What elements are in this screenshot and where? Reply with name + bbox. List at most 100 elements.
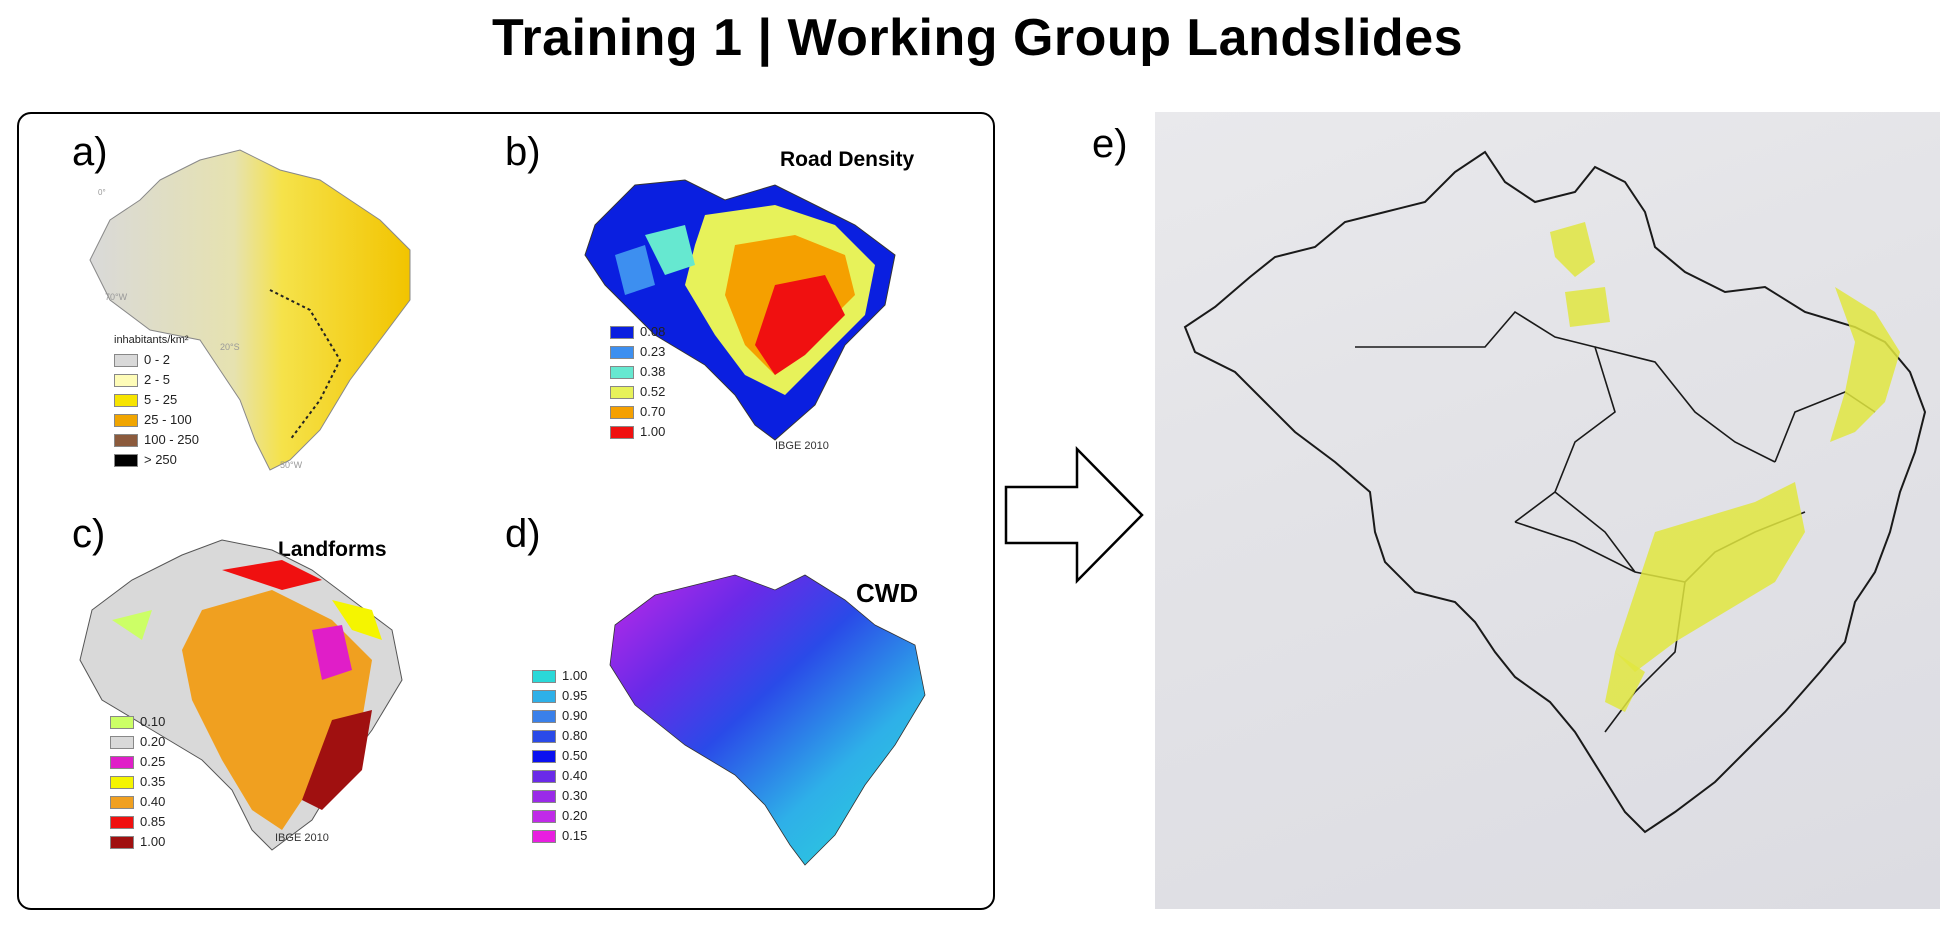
legend-label: 25 - 100 [144, 412, 192, 427]
legend-row: 0.30 [532, 786, 587, 806]
legend-row: 2 - 5 [114, 370, 199, 390]
panel-a-letter: a) [72, 130, 108, 174]
legend-swatch [110, 835, 134, 849]
legend-swatch [610, 405, 634, 419]
legend-label: 0.25 [140, 754, 166, 769]
legend-swatch [114, 393, 138, 407]
legend-swatch [610, 365, 634, 379]
legend-swatch [110, 815, 134, 829]
cwd-legend: 1.00 0.95 0.90 0.80 0.50 0.40 0.30 0.20 … [532, 666, 587, 846]
legend-label: 0.40 [562, 768, 588, 783]
landforms-title: Landforms [278, 538, 387, 561]
right-arrow-icon [1004, 445, 1144, 585]
panel-d-letter: d) [505, 512, 541, 556]
legend-label: 2 - 5 [144, 372, 171, 387]
legend-label: 0.70 [640, 404, 666, 419]
legend-label: 0.85 [140, 814, 166, 829]
legend-row: 0.10 [110, 712, 165, 732]
legend-row: 0.90 [532, 706, 587, 726]
landslide-susceptibility-photo [1155, 112, 1940, 909]
legend-label: 5 - 25 [144, 392, 178, 407]
legend-row: 0.15 [532, 826, 587, 846]
legend-row: 0.20 [110, 732, 165, 752]
legend-row: 0.40 [532, 766, 587, 786]
legend-label: 1.00 [140, 834, 166, 849]
legend-swatch [532, 829, 556, 843]
map-label-70w: 70°W [105, 292, 128, 302]
cwd-title: CWD [856, 578, 919, 608]
map-label-0: 0° [98, 188, 106, 197]
road-density-source: IBGE 2010 [775, 440, 829, 452]
landforms-source: IBGE 2010 [275, 832, 329, 844]
legend-row: 0.70 [610, 402, 665, 422]
legend-row: 0.95 [532, 686, 587, 706]
legend-label: 1.00 [640, 424, 666, 439]
page-title: Training 1 | Working Group Landslides [491, 9, 1464, 67]
map-label-50w: 50°W [280, 460, 303, 470]
population-density-map: 0° 70°W 20°S 50°W [89, 149, 411, 471]
legend-swatch [532, 669, 556, 683]
population-legend: inhabitants/km² 0 - 2 2 - 5 5 - 25 25 - … [114, 330, 199, 470]
legend-swatch [110, 735, 134, 749]
legend-swatch [610, 345, 634, 359]
hand-drawn-landslide-map [1183, 150, 1927, 834]
legend-row: > 250 [114, 450, 199, 470]
legend-row: 0.85 [110, 812, 165, 832]
legend-row: 0.20 [532, 806, 587, 826]
legend-row: 0.23 [610, 342, 665, 362]
panel-c-letter: c) [72, 512, 106, 556]
legend-label: 0.95 [562, 688, 588, 703]
legend-label: 0.15 [562, 828, 588, 843]
legend-swatch [114, 433, 138, 447]
legend-swatch [532, 729, 556, 743]
legend-swatch [114, 413, 138, 427]
legend-label: 0.10 [140, 714, 166, 729]
legend-row: 1.00 [532, 666, 587, 686]
legend-label: 0.90 [562, 708, 588, 723]
legend-label: 0.52 [640, 384, 666, 399]
legend-row: 0.40 [110, 792, 165, 812]
legend-label: 100 - 250 [144, 432, 199, 447]
legend-swatch [114, 453, 138, 467]
legend-row: 1.00 [110, 832, 165, 852]
road-density-map [584, 179, 896, 441]
legend-label: 0.08 [640, 324, 666, 339]
legend-label: 0.20 [140, 734, 166, 749]
legend-row: 0.35 [110, 772, 165, 792]
legend-row: 0.25 [110, 752, 165, 772]
road-density-legend: 0.08 0.23 0.38 0.52 0.70 1.00 [610, 322, 665, 442]
legend-label: 0 - 2 [144, 352, 171, 367]
legend-row: 1.00 [610, 422, 665, 442]
legend-row: 0.52 [610, 382, 665, 402]
legend-swatch [532, 809, 556, 823]
legend-row: 25 - 100 [114, 410, 199, 430]
panel-e-letter: e) [1092, 122, 1128, 166]
legend-swatch [532, 789, 556, 803]
legend-label: 0.80 [562, 728, 588, 743]
legend-label: 1.00 [562, 668, 588, 683]
legend-row: 0 - 2 [114, 350, 199, 370]
legend-swatch [110, 715, 134, 729]
legend-swatch [532, 749, 556, 763]
road-density-title: Road Density [780, 148, 915, 171]
legend-swatch [532, 689, 556, 703]
legend-swatch [610, 385, 634, 399]
legend-swatch [532, 709, 556, 723]
legend-row: 100 - 250 [114, 430, 199, 450]
map-label-20s: 20°S [220, 342, 240, 352]
legend-row: 0.80 [532, 726, 587, 746]
legend-swatch [532, 769, 556, 783]
landforms-legend: 0.10 0.20 0.25 0.35 0.40 0.85 1.00 [110, 712, 165, 852]
legend-label: > 250 [144, 452, 177, 467]
legend-label: 0.30 [562, 788, 588, 803]
legend-swatch [114, 373, 138, 387]
legend-swatch [610, 425, 634, 439]
landforms-map [79, 539, 403, 851]
legend-label: 0.23 [640, 344, 666, 359]
legend-swatch [110, 755, 134, 769]
legend-row: 0.38 [610, 362, 665, 382]
legend-label: 0.40 [140, 794, 166, 809]
legend-swatch [114, 353, 138, 367]
legend-row: 5 - 25 [114, 390, 199, 410]
legend-swatch [610, 325, 634, 339]
